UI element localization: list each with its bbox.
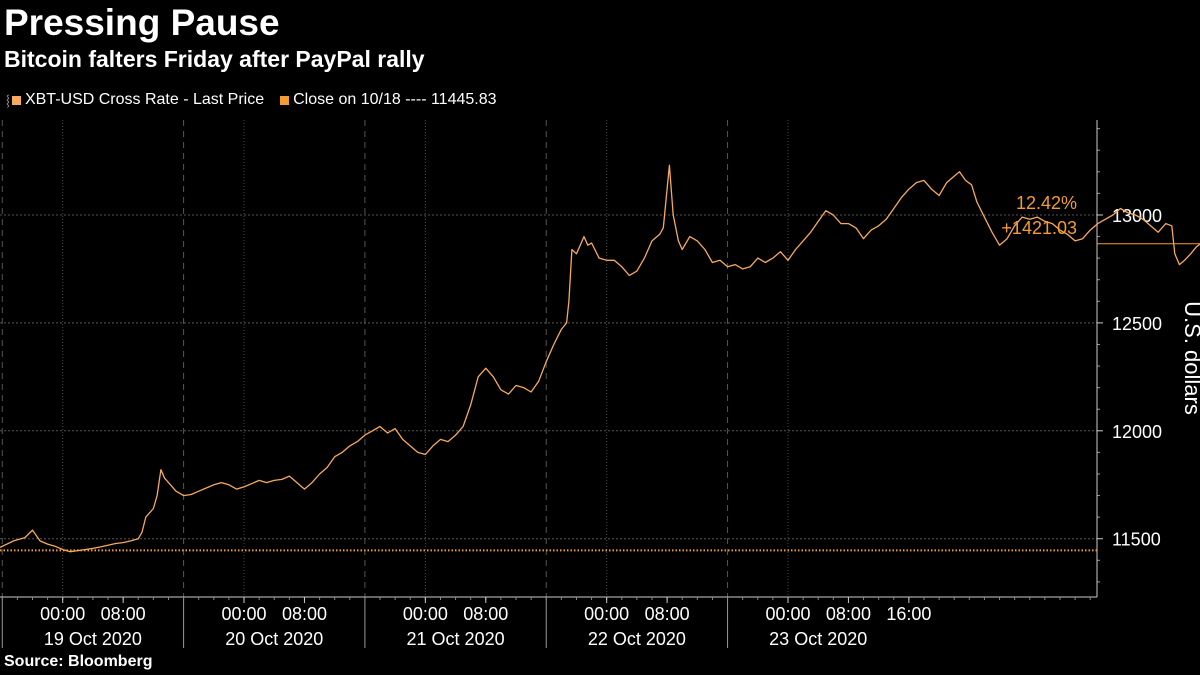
source-note: Source: Bloomberg — [4, 653, 153, 670]
legend-label-close: Close on 10/18 ---- 11445.83 — [293, 91, 497, 108]
x-tick-label: 00:00 — [584, 604, 629, 624]
x-tick-label: 00:00 — [765, 604, 810, 624]
x-tick-label: 08:00 — [101, 604, 146, 624]
x-day-label: 22 Oct 2020 — [588, 629, 686, 649]
annotation-change: +1421.03 — [1001, 218, 1077, 238]
x-day-label: 20 Oct 2020 — [225, 629, 323, 649]
x-day-label: 23 Oct 2020 — [769, 629, 867, 649]
x-tick-label: 08:00 — [645, 604, 690, 624]
x-tick-label: 00:00 — [222, 604, 267, 624]
y-tick-label: 12500 — [1112, 314, 1162, 334]
legend-item-close: Close on 10/18 ---- 11445.83 — [280, 91, 497, 109]
legend-label-price: XBT-USD Cross Rate - Last Price — [24, 91, 265, 108]
legend-swatch-price — [11, 95, 21, 105]
x-tick-label: 08:00 — [826, 604, 871, 624]
y-tick-label: 11500 — [1112, 530, 1161, 550]
x-tick-label: 08:00 — [282, 604, 327, 624]
annotation-pct: 12.42% — [1016, 193, 1077, 213]
x-tick-label: 00:00 — [403, 604, 448, 624]
price-series-line — [0, 164, 1200, 553]
x-day-label: 21 Oct 2020 — [407, 629, 505, 649]
legend-swatch-close — [280, 95, 290, 105]
x-tick-label: 08:00 — [463, 604, 508, 624]
y-tick-label: 12000 — [1112, 422, 1162, 442]
x-day-label: 19 Oct 2020 — [44, 629, 142, 649]
legend-item-price: ⸾ XBT-USD Cross Rate - Last Price — [6, 91, 264, 109]
chart-subtitle: Bitcoin falters Friday after PayPal rall… — [4, 46, 425, 72]
x-tick-label: 16:00 — [886, 604, 931, 624]
pin-icon: ⸾ — [6, 94, 10, 107]
legend: ⸾ XBT-USD Cross Rate - Last Price Close … — [6, 91, 513, 109]
x-tick-label: 00:00 — [40, 604, 85, 624]
y-axis-label: U.S. dollars — [1180, 301, 1200, 415]
chart-title: Pressing Pause — [4, 2, 280, 43]
